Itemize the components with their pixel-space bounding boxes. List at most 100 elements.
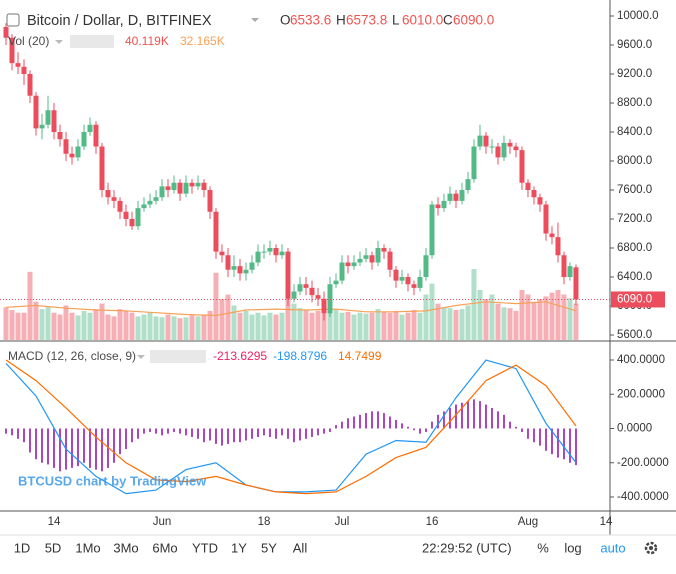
x-tick-label: 18 [258, 516, 271, 528]
volume-bar [405, 312, 411, 340]
histogram-bar [244, 428, 247, 441]
volume-bar [231, 305, 237, 340]
volume-bar [249, 314, 255, 340]
volume-bar [441, 307, 447, 340]
histogram-bar [256, 428, 259, 438]
menu-arrow[interactable] [55, 40, 63, 44]
histogram-bar [328, 428, 331, 432]
candle-body [363, 255, 369, 259]
gear[interactable] [644, 541, 658, 555]
candle-body [189, 182, 195, 187]
volume-bar [459, 309, 465, 340]
histogram-bar [310, 428, 313, 438]
candle-body [429, 204, 435, 256]
volume-bar [63, 305, 69, 340]
range-button[interactable]: 1Mo [75, 540, 100, 555]
range-button[interactable]: 5Y [261, 540, 277, 555]
scale-button[interactable]: auto [600, 540, 625, 555]
candle-body [45, 110, 51, 125]
histogram-bar [106, 428, 109, 468]
volume-bar [243, 310, 249, 340]
histogram-bar [292, 428, 295, 443]
candle-body [297, 284, 303, 292]
y-tick-label: 7600.0 [617, 184, 652, 196]
histogram-bar [346, 418, 349, 429]
range-button[interactable]: YTD [192, 540, 218, 555]
volume-bar [429, 283, 435, 340]
volume-bar [21, 312, 27, 340]
symbol-icon[interactable] [6, 13, 20, 27]
volume-bar [495, 303, 501, 340]
range-button[interactable]: 3Mo [113, 540, 138, 555]
histogram-bar [442, 411, 445, 429]
volume-bar [399, 314, 405, 340]
scale-button[interactable]: % [537, 540, 549, 555]
candle-body [525, 182, 531, 190]
study-buttons[interactable] [150, 350, 206, 363]
histogram-bar [286, 428, 289, 439]
histogram-bar [172, 428, 175, 432]
gear-hub [649, 546, 653, 550]
menu-arrow[interactable] [137, 355, 145, 359]
histogram-bar [490, 407, 493, 429]
scale-button[interactable]: log [564, 540, 581, 555]
histogram-bar [166, 428, 169, 434]
range-button[interactable]: 5D [45, 540, 62, 555]
candle-body [51, 110, 57, 132]
histogram-bar [394, 419, 397, 429]
histogram-bar [34, 428, 37, 460]
histogram-bar [388, 416, 391, 429]
range-button[interactable]: 1D [14, 540, 31, 555]
volume-bar [267, 312, 273, 340]
histogram-bar [130, 428, 133, 443]
volume-bar [9, 310, 15, 340]
volume-bar [69, 312, 75, 340]
y-tick-label: 400.0000 [617, 354, 665, 366]
volume-bar [507, 308, 513, 340]
histogram-bar [424, 428, 427, 432]
candle-body [327, 284, 333, 314]
candle-body [93, 124, 99, 147]
volume-bar [261, 315, 267, 340]
histogram-bar [568, 428, 571, 463]
range-button[interactable]: 6Mo [152, 540, 177, 555]
ohlc-letter: H [336, 13, 346, 28]
range-button[interactable]: All [293, 540, 308, 555]
histogram-bar [94, 428, 97, 470]
volume-bar [573, 303, 579, 340]
menu-arrow[interactable] [251, 18, 259, 22]
price-layer [0, 23, 610, 321]
range-button[interactable]: 1Y [231, 540, 247, 555]
histogram-bar [40, 428, 43, 463]
histogram-bar [334, 425, 337, 429]
candle-body [39, 124, 45, 129]
candle-body [183, 182, 189, 194]
histogram-bar [562, 428, 565, 460]
volume-bar [99, 303, 105, 340]
candle-body [33, 95, 39, 129]
candle-body [225, 255, 231, 270]
study-buttons[interactable] [70, 35, 114, 48]
volume-bar [333, 310, 339, 340]
volume-bar [453, 310, 459, 340]
settings-icon[interactable] [644, 541, 658, 555]
volume-bar [291, 303, 297, 340]
histogram-bar [520, 428, 523, 432]
histogram-bar [238, 428, 241, 443]
volume-bar [393, 310, 399, 340]
macd-value: -198.8796 [273, 349, 327, 363]
histogram-bar [382, 413, 385, 429]
histogram-bar [220, 428, 223, 446]
candle-body [567, 266, 573, 277]
candle-body [231, 266, 237, 270]
ohlc-letter: L [392, 13, 400, 28]
candle-body [219, 251, 225, 256]
y-tick-label: 6400.0 [617, 271, 652, 283]
histogram-bar [496, 411, 499, 429]
candle-body [375, 248, 381, 263]
candle-body [237, 266, 243, 274]
candle-body [537, 197, 543, 205]
y-tick-label: -200.0000 [617, 457, 669, 469]
volume-bar [129, 312, 135, 340]
